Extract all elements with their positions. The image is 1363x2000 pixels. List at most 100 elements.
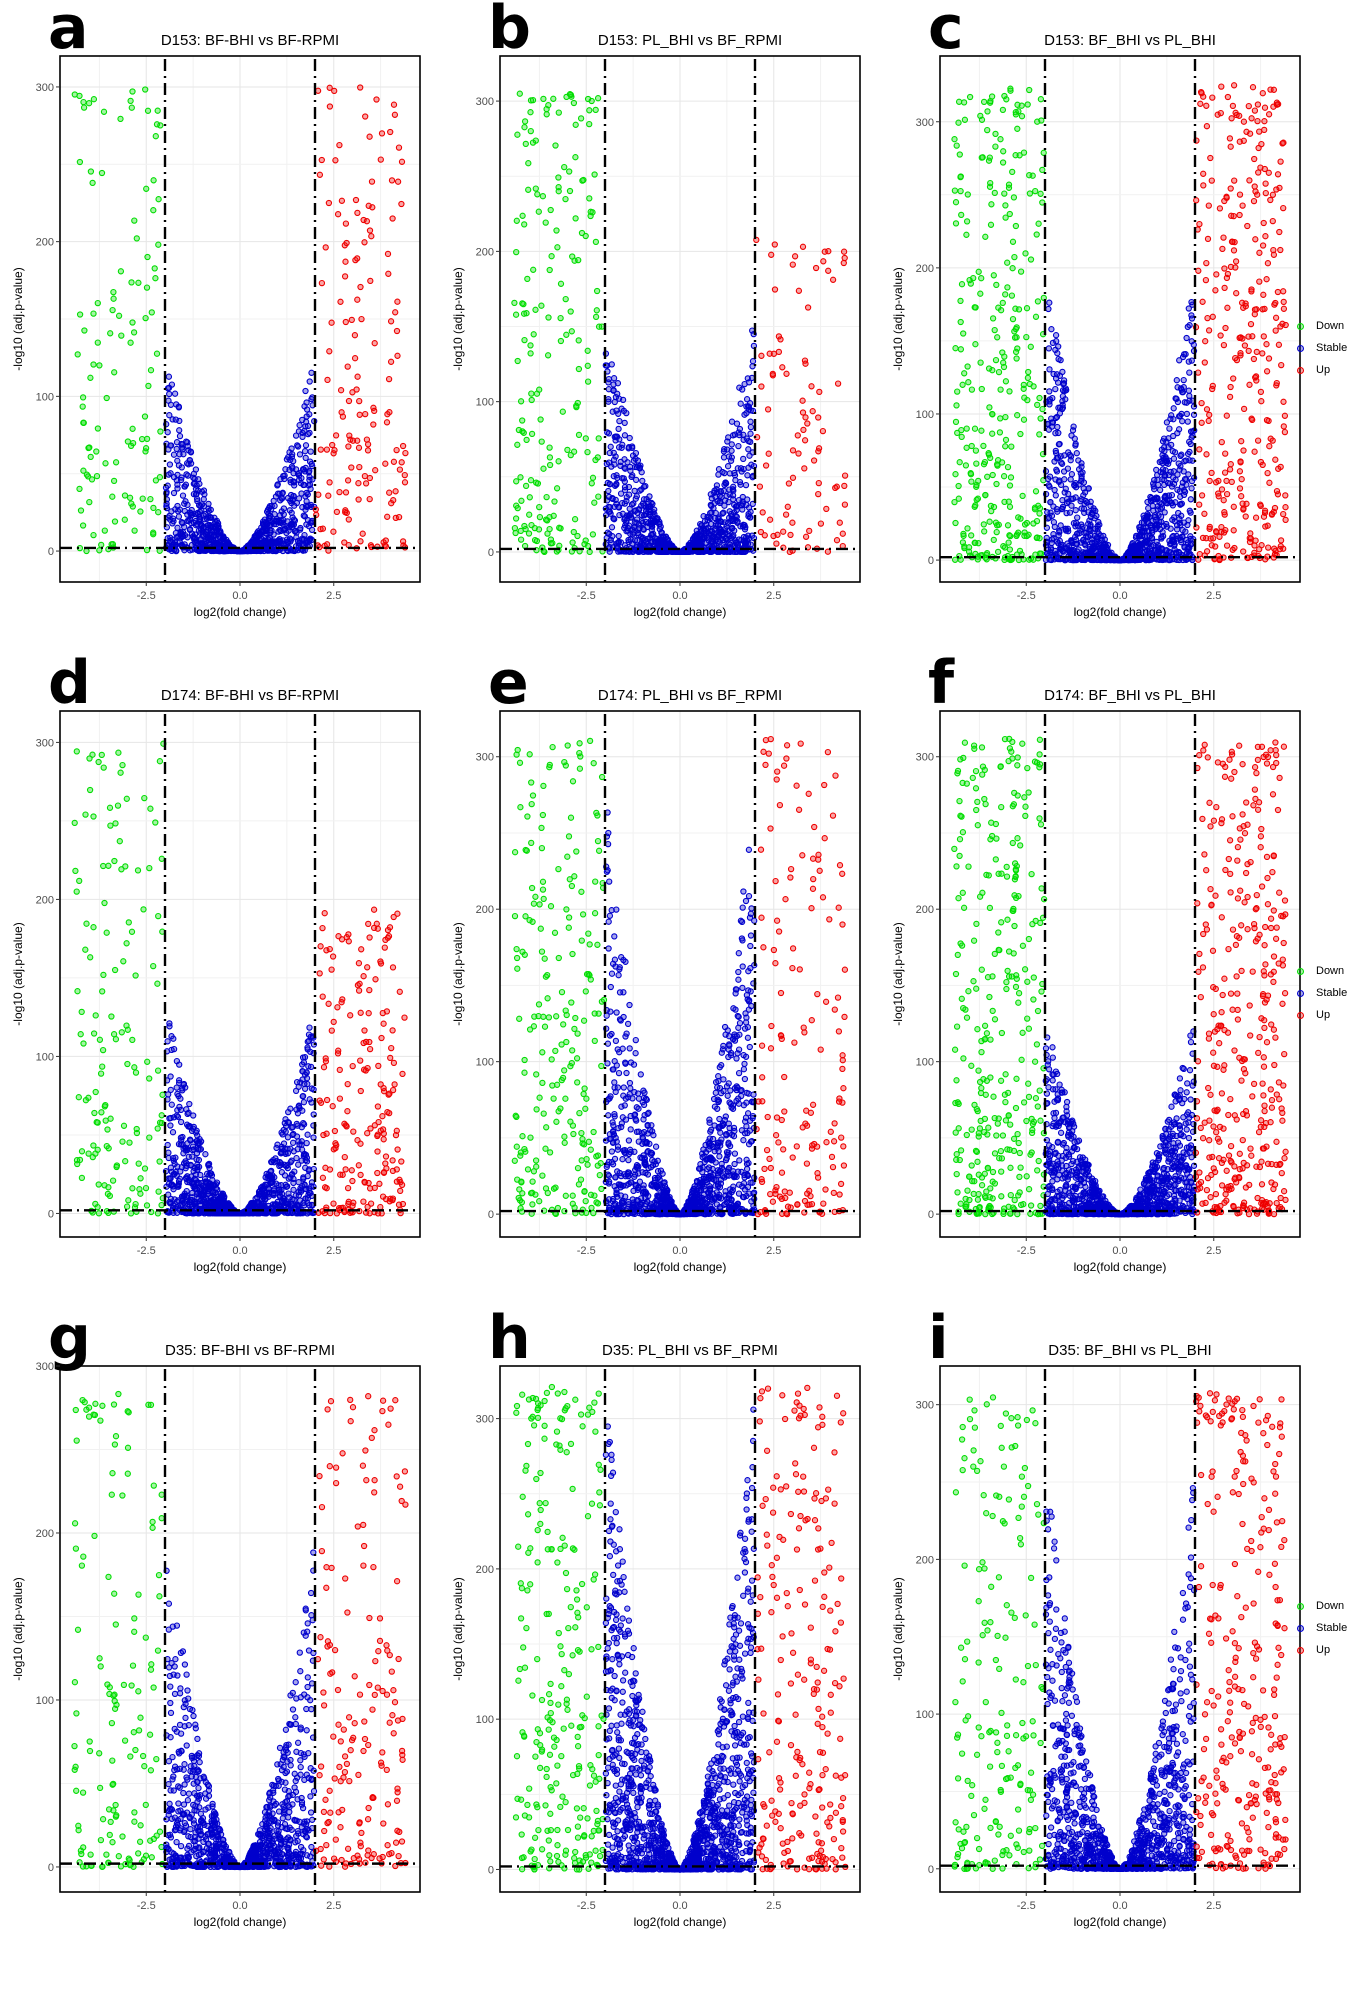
point-stable [656, 521, 663, 528]
point-stable [1162, 472, 1169, 479]
point-down [582, 537, 589, 544]
point-down [975, 268, 982, 275]
point-up [1265, 111, 1273, 118]
point-up [802, 533, 810, 540]
point-up [1203, 451, 1210, 458]
point-down [156, 1119, 164, 1126]
point-up [1237, 459, 1244, 466]
point-up [1219, 245, 1226, 253]
point-stable [1188, 477, 1196, 485]
point-stable [612, 393, 620, 401]
point-down [92, 1088, 99, 1096]
point-stable [610, 381, 617, 388]
point-stable [720, 454, 728, 461]
point-down [126, 494, 134, 501]
point-stable [185, 447, 192, 454]
point-down [1036, 505, 1044, 512]
point-stable [610, 473, 617, 480]
point-up [1230, 247, 1238, 254]
point-stable [734, 465, 741, 472]
point-down [90, 361, 97, 368]
point-stable [1168, 538, 1176, 545]
point-stable [605, 430, 613, 437]
point-down [91, 1109, 98, 1117]
point-down [150, 962, 157, 970]
point-up [815, 479, 822, 487]
point-up [1230, 527, 1237, 534]
point-stable [1185, 517, 1192, 524]
point-down [121, 492, 129, 499]
point-down [998, 459, 1006, 466]
point-up [363, 218, 371, 225]
point-down [993, 480, 1000, 488]
point-down [595, 493, 602, 500]
point-up [356, 397, 363, 405]
point-down [527, 350, 534, 357]
point-down [112, 820, 119, 827]
point-up [1198, 399, 1205, 407]
point-down [554, 244, 561, 251]
point-stable [210, 538, 217, 545]
point-up [1254, 191, 1261, 198]
point-down [1007, 474, 1015, 481]
point-down [1027, 343, 1034, 350]
point-stable [268, 506, 275, 513]
point-down [100, 764, 107, 771]
point-up [326, 103, 334, 110]
point-down [155, 1188, 162, 1195]
point-stable [288, 499, 295, 507]
point-down [574, 399, 581, 407]
point-stable [293, 534, 300, 541]
x-tick-label: 0.0 [232, 590, 247, 602]
point-down [137, 508, 144, 515]
point-down [527, 109, 534, 116]
point-up [1228, 212, 1235, 219]
point-stable [623, 494, 630, 501]
point-down [562, 295, 569, 303]
point-down [559, 408, 566, 415]
point-up [1242, 300, 1249, 307]
point-down [82, 1097, 90, 1104]
point-down [530, 331, 537, 338]
point-up [766, 516, 774, 523]
point-stable [1067, 457, 1074, 464]
point-stable [711, 500, 718, 507]
point-down [570, 528, 577, 536]
point-stable [1059, 401, 1066, 409]
point-down [963, 231, 970, 238]
point-up [1277, 323, 1284, 330]
point-down [1001, 498, 1008, 506]
y-tick-label: 300 [476, 96, 494, 108]
point-down [1013, 355, 1020, 362]
point-down [511, 524, 519, 532]
point-down [543, 111, 550, 118]
point-stable [291, 528, 299, 535]
point-stable [202, 510, 209, 518]
point-down [73, 888, 80, 895]
point-down [536, 513, 544, 521]
point-down [125, 1197, 132, 1204]
point-down [154, 1210, 162, 1217]
point-down [98, 1109, 105, 1116]
point-down [72, 867, 79, 875]
point-stable [715, 466, 723, 473]
point-up [394, 298, 401, 305]
point-down [993, 522, 1001, 529]
point-up [1239, 202, 1246, 209]
point-up [355, 444, 363, 451]
point-stable [1150, 507, 1157, 514]
point-stable [1173, 526, 1181, 533]
point-down [1023, 333, 1030, 341]
point-up [1228, 115, 1235, 122]
point-down [143, 546, 151, 554]
point-up [328, 319, 335, 326]
point-down [100, 862, 107, 870]
point-up [1223, 477, 1230, 485]
point-stable [170, 489, 178, 497]
grid [60, 56, 420, 582]
point-stable [211, 531, 218, 539]
point-down [953, 142, 960, 149]
point-stable [1072, 442, 1079, 449]
point-down [86, 498, 93, 506]
point-down [1026, 172, 1033, 179]
